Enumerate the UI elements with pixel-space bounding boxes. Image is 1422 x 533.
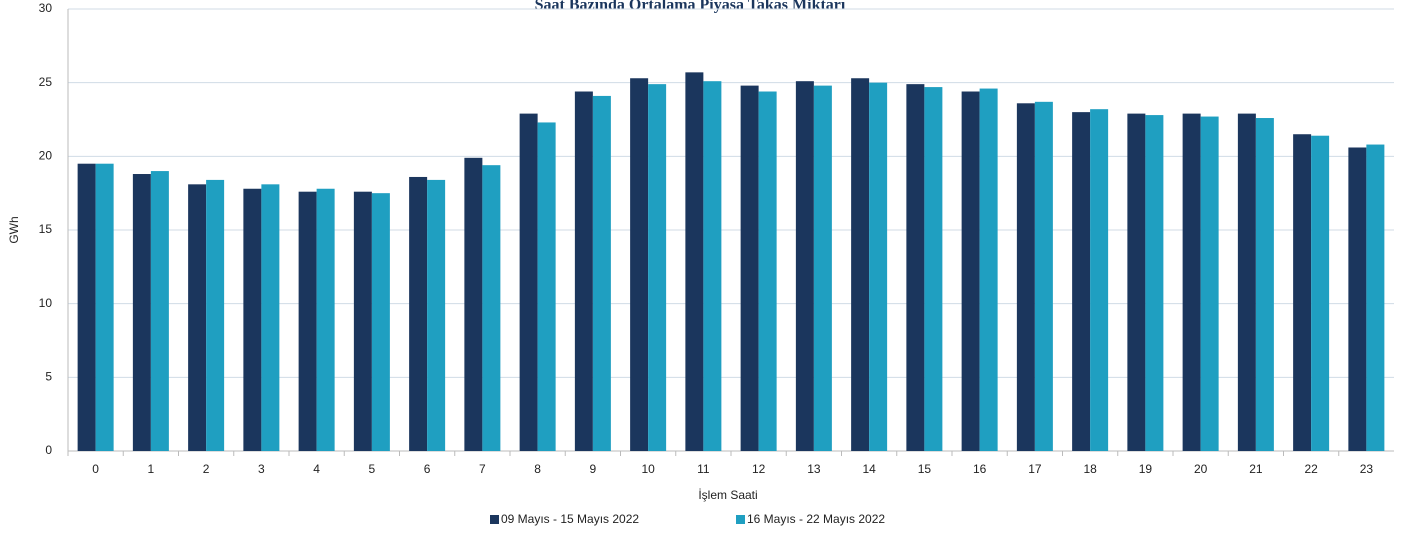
legend-label: 09 Mayıs - 15 Mayıs 2022 (501, 512, 639, 526)
bar (1182, 113, 1201, 452)
x-tick-label: 4 (313, 462, 320, 476)
bar (482, 165, 501, 451)
x-tick-label: 22 (1304, 462, 1318, 476)
x-tick-label: 23 (1360, 462, 1374, 476)
bar (353, 191, 372, 451)
bar (703, 81, 722, 452)
bar (740, 85, 759, 451)
bar (188, 184, 207, 451)
bar (243, 188, 262, 451)
x-tick-label: 7 (479, 462, 486, 476)
bar (371, 193, 390, 451)
x-tick-label: 5 (369, 462, 376, 476)
bar (851, 78, 870, 451)
x-tick-label: 14 (862, 462, 876, 476)
x-tick-label: 17 (1028, 462, 1042, 476)
x-tick-label: 19 (1139, 462, 1153, 476)
bar (906, 84, 925, 451)
bar (464, 157, 483, 451)
bar (648, 84, 667, 451)
bar (758, 91, 777, 452)
bar (630, 78, 649, 451)
x-tick-label: 9 (590, 462, 597, 476)
x-tick-label: 13 (807, 462, 821, 476)
x-tick-label: 2 (203, 462, 210, 476)
bar (1311, 135, 1330, 451)
bar (95, 163, 114, 451)
bar (685, 72, 704, 451)
bar (813, 85, 832, 451)
y-tick-label: 10 (39, 296, 53, 310)
bar (132, 174, 151, 451)
bar (924, 87, 943, 451)
y-tick-label: 20 (39, 149, 53, 163)
x-tick-label: 18 (1083, 462, 1097, 476)
x-tick-label: 3 (258, 462, 265, 476)
bar (1348, 147, 1367, 451)
x-tick-label: 6 (424, 462, 431, 476)
bar (409, 176, 428, 451)
bar (1072, 112, 1091, 451)
bar (1090, 109, 1109, 451)
bar (1034, 101, 1053, 451)
legend-label: 16 Mayıs - 22 Mayıs 2022 (747, 512, 885, 526)
bar (298, 191, 317, 451)
bar (261, 184, 280, 451)
bar (1016, 103, 1035, 451)
bar (427, 179, 446, 451)
x-tick-label: 21 (1249, 462, 1263, 476)
bar (519, 113, 538, 452)
bar (592, 95, 611, 451)
x-tick-label: 15 (918, 462, 932, 476)
bar (869, 82, 888, 452)
bar (1255, 118, 1274, 451)
bar (206, 179, 225, 451)
bar (150, 171, 169, 452)
legend-swatch (736, 515, 745, 524)
y-axis-label: GWh (7, 216, 21, 243)
chart-title: Saat Bazında Ortalama Piyasa Takas Mikta… (535, 0, 846, 14)
x-tick-label: 12 (752, 462, 766, 476)
bar (795, 81, 814, 452)
y-tick-label: 25 (39, 75, 53, 89)
x-tick-label: 20 (1194, 462, 1208, 476)
bar (1127, 113, 1146, 452)
bar (1200, 116, 1219, 451)
x-tick-label: 1 (148, 462, 155, 476)
bar (1293, 134, 1312, 451)
bar (1237, 113, 1256, 452)
legend-swatch (490, 515, 499, 524)
bar (77, 163, 96, 451)
x-tick-label: 0 (92, 462, 99, 476)
bar (961, 91, 980, 452)
bar (1145, 115, 1164, 451)
x-tick-label: 10 (641, 462, 655, 476)
y-tick-label: 30 (39, 1, 53, 15)
y-tick-label: 15 (39, 222, 53, 236)
x-tick-label: 16 (973, 462, 987, 476)
bar (574, 91, 593, 452)
x-tick-label: 8 (534, 462, 541, 476)
bar (537, 122, 556, 452)
bar (979, 88, 998, 451)
bar (316, 188, 335, 451)
y-tick-label: 5 (45, 370, 52, 384)
y-tick-label: 0 (45, 443, 52, 457)
x-tick-label: 11 (697, 462, 710, 476)
x-axis-label: İşlem Saati (698, 488, 757, 502)
bar (1366, 144, 1385, 451)
